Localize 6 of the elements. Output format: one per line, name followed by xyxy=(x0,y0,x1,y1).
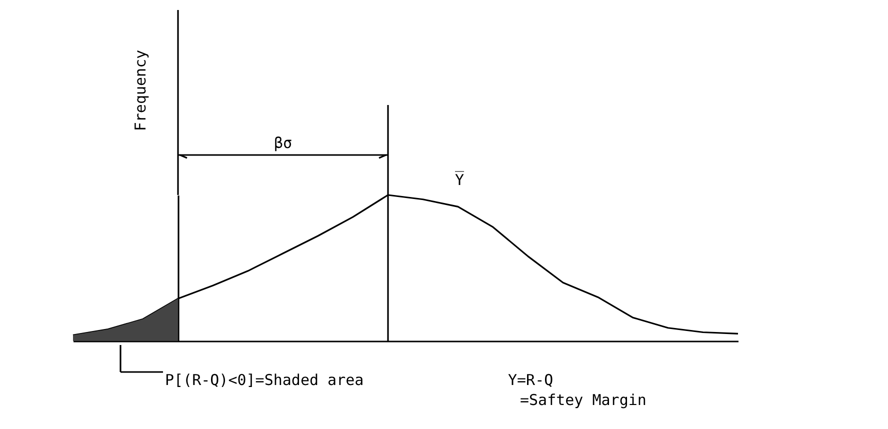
text: Y̅ xyxy=(455,170,465,189)
y-axis-title: Frequency xyxy=(132,50,150,132)
text: P[(R-Q)<0]=Shaded area xyxy=(165,371,364,389)
text: =Saftey Margin xyxy=(520,391,646,409)
text: βσ xyxy=(274,134,292,152)
text: Y=R-Q xyxy=(508,371,554,389)
